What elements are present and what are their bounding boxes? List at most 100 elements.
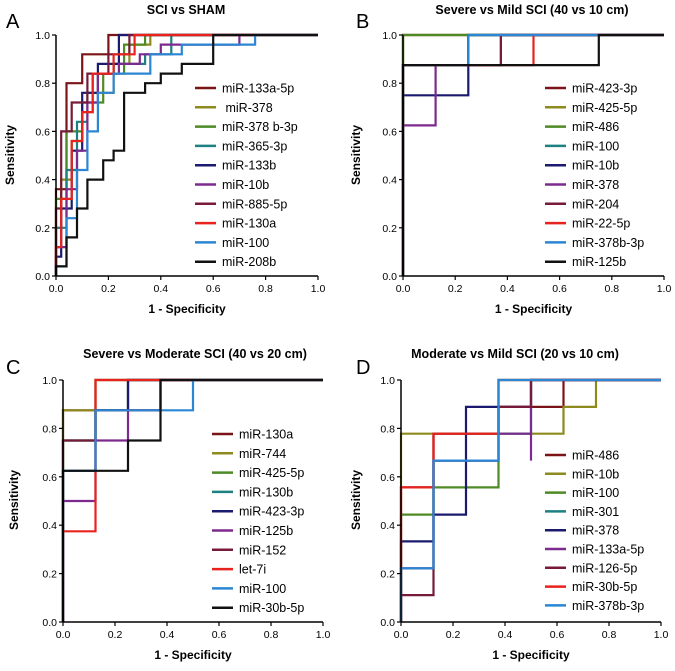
panel-letter: C <box>6 357 20 379</box>
y-tick-label: 0.2 <box>382 223 397 235</box>
series-line <box>54 33 318 276</box>
legend-label: miR-100 <box>572 139 619 153</box>
y-tick-label: 0.4 <box>380 520 395 532</box>
x-axis-label: 1 - Specificity <box>492 648 570 662</box>
legend-label: miR-125b <box>239 524 293 538</box>
x-tick-label: 0.6 <box>552 283 567 295</box>
legend-label: miR-486 <box>572 120 619 134</box>
y-tick-label: 0.2 <box>42 569 57 581</box>
x-axis-label: 1 - Specificity <box>154 648 232 662</box>
x-axis-label: 1 - Specificity <box>148 302 226 316</box>
y-tick-label: 0.8 <box>380 423 395 435</box>
legend-label: miR-378b-3p <box>572 236 644 250</box>
legend-label: miR-378 b-3p <box>222 120 298 134</box>
y-tick-label: 0.2 <box>380 569 395 581</box>
y-tick-label: 0.0 <box>382 271 397 283</box>
legend: miR-130a miR-744 miR-425-5p miR-130b miR-423… <box>212 428 304 615</box>
x-tick-label: 0.2 <box>446 629 461 641</box>
legend-label: miR-425-5p <box>239 466 304 480</box>
x-tick-label: 0.2 <box>108 629 123 641</box>
legend-label: miR-744 <box>239 447 286 461</box>
series-line <box>54 33 318 276</box>
legend-label: miR-30b-5p <box>572 580 637 594</box>
legend-label: miR-130b <box>239 485 293 499</box>
x-tick-label: 0.2 <box>101 283 116 295</box>
x-tick-label: 0.8 <box>604 283 619 295</box>
y-tick-label: 0.6 <box>380 472 395 484</box>
legend-label: miR-130a <box>239 428 293 442</box>
legend-label: miR-486 <box>572 449 619 463</box>
y-tick-label: 0.4 <box>35 175 50 187</box>
legend-label: miR-378 <box>572 178 619 192</box>
legend-label: miR-204 <box>572 197 619 211</box>
legend-label: miR-152 <box>239 543 286 557</box>
legend-label: miR-885-5p <box>222 197 287 211</box>
y-tick-label: 0.0 <box>42 617 57 629</box>
y-tick-label: 0.6 <box>35 126 50 138</box>
legend-label: miR-378 <box>222 101 273 115</box>
panel-letter: A <box>6 11 20 33</box>
x-tick-label: 1.0 <box>657 283 672 295</box>
legend: miR-486 miR-10b miR-100 miR-301 miR-378 miR-1… <box>545 449 644 613</box>
chart-title: Moderate vs Mild SCI (20 vs 10 cm) <box>411 347 619 361</box>
series-line <box>54 33 318 276</box>
y-tick-label: 0.0 <box>35 271 50 283</box>
panel-letter: B <box>356 11 369 33</box>
x-tick-label: 0.4 <box>500 283 515 295</box>
legend-label: miR-378 <box>572 524 619 538</box>
x-tick-label: 0.8 <box>264 629 279 641</box>
y-tick-label: 0.4 <box>42 520 57 532</box>
roc-panel-a: A SCI vs SHAM 0.0 0.2 0.4 0.6 0.8 1.0 0.0 0.2 0.4 0… <box>3 3 325 316</box>
legend-label: miR-100 <box>572 486 619 500</box>
x-tick-label: 0.4 <box>153 283 168 295</box>
x-tick-label: 0.0 <box>56 629 71 641</box>
y-tick-label: 1.0 <box>42 375 57 387</box>
roc-panel-b: B Severe vs Mild SCI (40 vs 10 cm) 0.0 0.2 0… <box>349 3 671 316</box>
x-tick-label: 0.0 <box>394 629 409 641</box>
roc-panel-d: D Moderate vs Mild SCI (20 vs 10 cm) 0.0 0.… <box>349 347 668 662</box>
legend-label: miR-30b-5p <box>239 601 304 615</box>
legend-label: miR-365-3p <box>222 139 287 153</box>
y-tick-label: 0.6 <box>382 126 397 138</box>
series-line <box>54 33 318 276</box>
legend-label: miR-10b <box>572 159 619 173</box>
x-tick-label: 0.6 <box>550 629 565 641</box>
y-tick-label: 1.0 <box>35 30 50 42</box>
legend-label: miR-22-5p <box>572 217 630 231</box>
x-tick-label: 0.8 <box>602 629 617 641</box>
x-tick-label: 1.0 <box>654 629 669 641</box>
x-tick-label: 0.2 <box>448 283 463 295</box>
chart-title: SCI vs SHAM <box>147 3 226 17</box>
legend-label: miR-125b <box>572 255 626 269</box>
series-lines <box>399 378 661 622</box>
x-tick-label: 0.4 <box>160 629 175 641</box>
y-tick-label: 0.8 <box>382 78 397 90</box>
legend-label: miR-133a-5p <box>222 82 294 96</box>
series-line <box>54 33 318 276</box>
x-tick-label: 0.8 <box>258 283 273 295</box>
y-tick-label: 0.8 <box>35 78 50 90</box>
legend: miR-423-3p miR-425-5p miR-486 miR-100 miR-10… <box>545 82 644 269</box>
legend-label: miR-10b <box>572 467 619 481</box>
x-tick-label: 0.4 <box>498 629 513 641</box>
series-line <box>54 33 318 276</box>
panel-letter: D <box>356 357 370 379</box>
y-tick-label: 0.6 <box>42 472 57 484</box>
y-axis-label: Sensitivity <box>349 470 363 530</box>
legend-label: miR-133b <box>222 159 276 173</box>
legend-label: miR-208b <box>222 255 276 269</box>
x-tick-label: 0.6 <box>212 629 227 641</box>
legend-label: miR-133a-5p <box>572 543 644 557</box>
y-tick-label: 0.8 <box>42 423 57 435</box>
x-tick-label: 0.6 <box>206 283 221 295</box>
legend-label: miR-100 <box>239 582 286 596</box>
x-tick-label: 1.0 <box>316 629 331 641</box>
legend-label: miR-423-3p <box>239 505 304 519</box>
y-tick-label: 0.2 <box>35 223 50 235</box>
series-line <box>54 33 318 276</box>
x-axis-label: 1 - Specificity <box>495 302 573 316</box>
legend-label: miR-423-3p <box>572 82 637 96</box>
x-tick-label: 0.0 <box>396 283 411 295</box>
